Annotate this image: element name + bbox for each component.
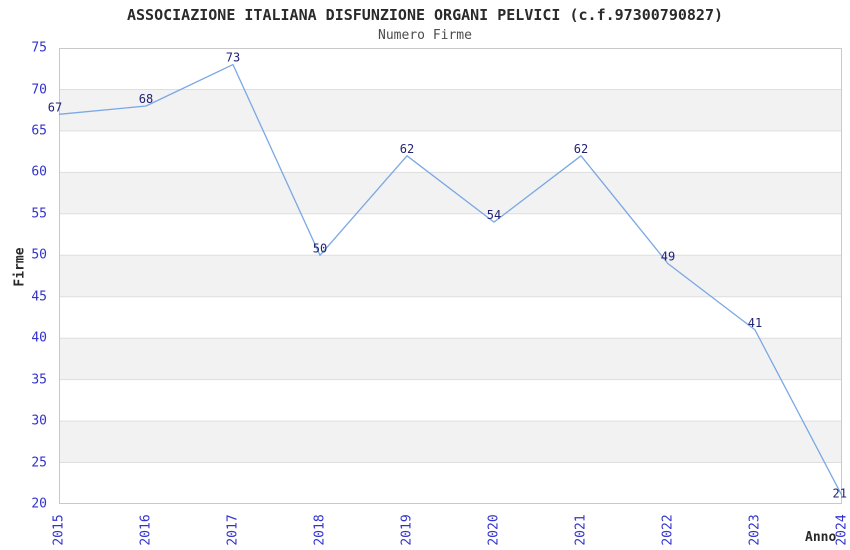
y-tick-label: 35 <box>31 372 47 388</box>
data-point-label: 67 <box>48 100 62 114</box>
x-tick-label: 2017 <box>225 514 241 546</box>
chart-title: ASSOCIAZIONE ITALIANA DISFUNZIONE ORGANI… <box>126 6 724 24</box>
band-stripe <box>59 172 842 214</box>
plot-area: 67 68 73 50 62 54 62 49 41 21 <box>48 48 847 504</box>
data-point-label: 62 <box>400 142 414 156</box>
y-tick-label: 60 <box>31 164 47 180</box>
x-tick-label: 2021 <box>573 514 589 546</box>
x-tick-label: 2015 <box>51 514 67 546</box>
data-point-label: 73 <box>226 51 240 65</box>
x-tick-label: 2024 <box>834 514 850 546</box>
data-point-label: 50 <box>313 241 327 255</box>
band-stripe <box>59 255 842 297</box>
y-tick-label: 45 <box>31 289 47 305</box>
x-tick-label: 2023 <box>747 514 763 546</box>
x-axis-title: Anno <box>805 530 837 545</box>
data-point-label: 41 <box>748 316 762 330</box>
data-point-label: 21 <box>833 487 847 501</box>
x-tick-label: 2018 <box>312 514 328 546</box>
y-tick-label: 40 <box>31 330 47 346</box>
y-tick-label: 70 <box>31 82 47 97</box>
band-stripe <box>59 89 842 131</box>
y-axis-tick-labels: 75 70 65 60 55 50 45 40 35 30 25 20 <box>0 41 53 512</box>
y-tick-label: 20 <box>31 496 47 512</box>
data-point-label: 54 <box>487 208 501 222</box>
y-tick-label: 30 <box>31 413 47 429</box>
data-point-label: 68 <box>139 92 153 106</box>
band-stripe <box>59 421 842 463</box>
x-axis-tick-labels: 2015 2016 2017 2018 2019 2020 2021 2022 2023 2024 <box>52 504 850 550</box>
data-line <box>58 63 843 497</box>
y-tick-label: 25 <box>31 455 47 470</box>
y-tick-label: 55 <box>31 206 47 222</box>
y-tick-label: 65 <box>31 123 47 139</box>
y-tick-label: 50 <box>31 247 47 263</box>
band-stripe <box>59 338 842 380</box>
x-tick-label: 2020 <box>486 514 502 546</box>
x-tick-label: 2022 <box>660 514 676 546</box>
plot-border <box>59 48 842 504</box>
y-tick-label: 75 <box>31 40 47 56</box>
data-point-label: 62 <box>574 142 588 156</box>
data-point-label: 49 <box>661 250 675 264</box>
chart-subtitle: Numero Firme <box>378 28 472 43</box>
x-tick-label: 2019 <box>399 514 415 546</box>
x-tick-label: 2016 <box>138 514 154 546</box>
